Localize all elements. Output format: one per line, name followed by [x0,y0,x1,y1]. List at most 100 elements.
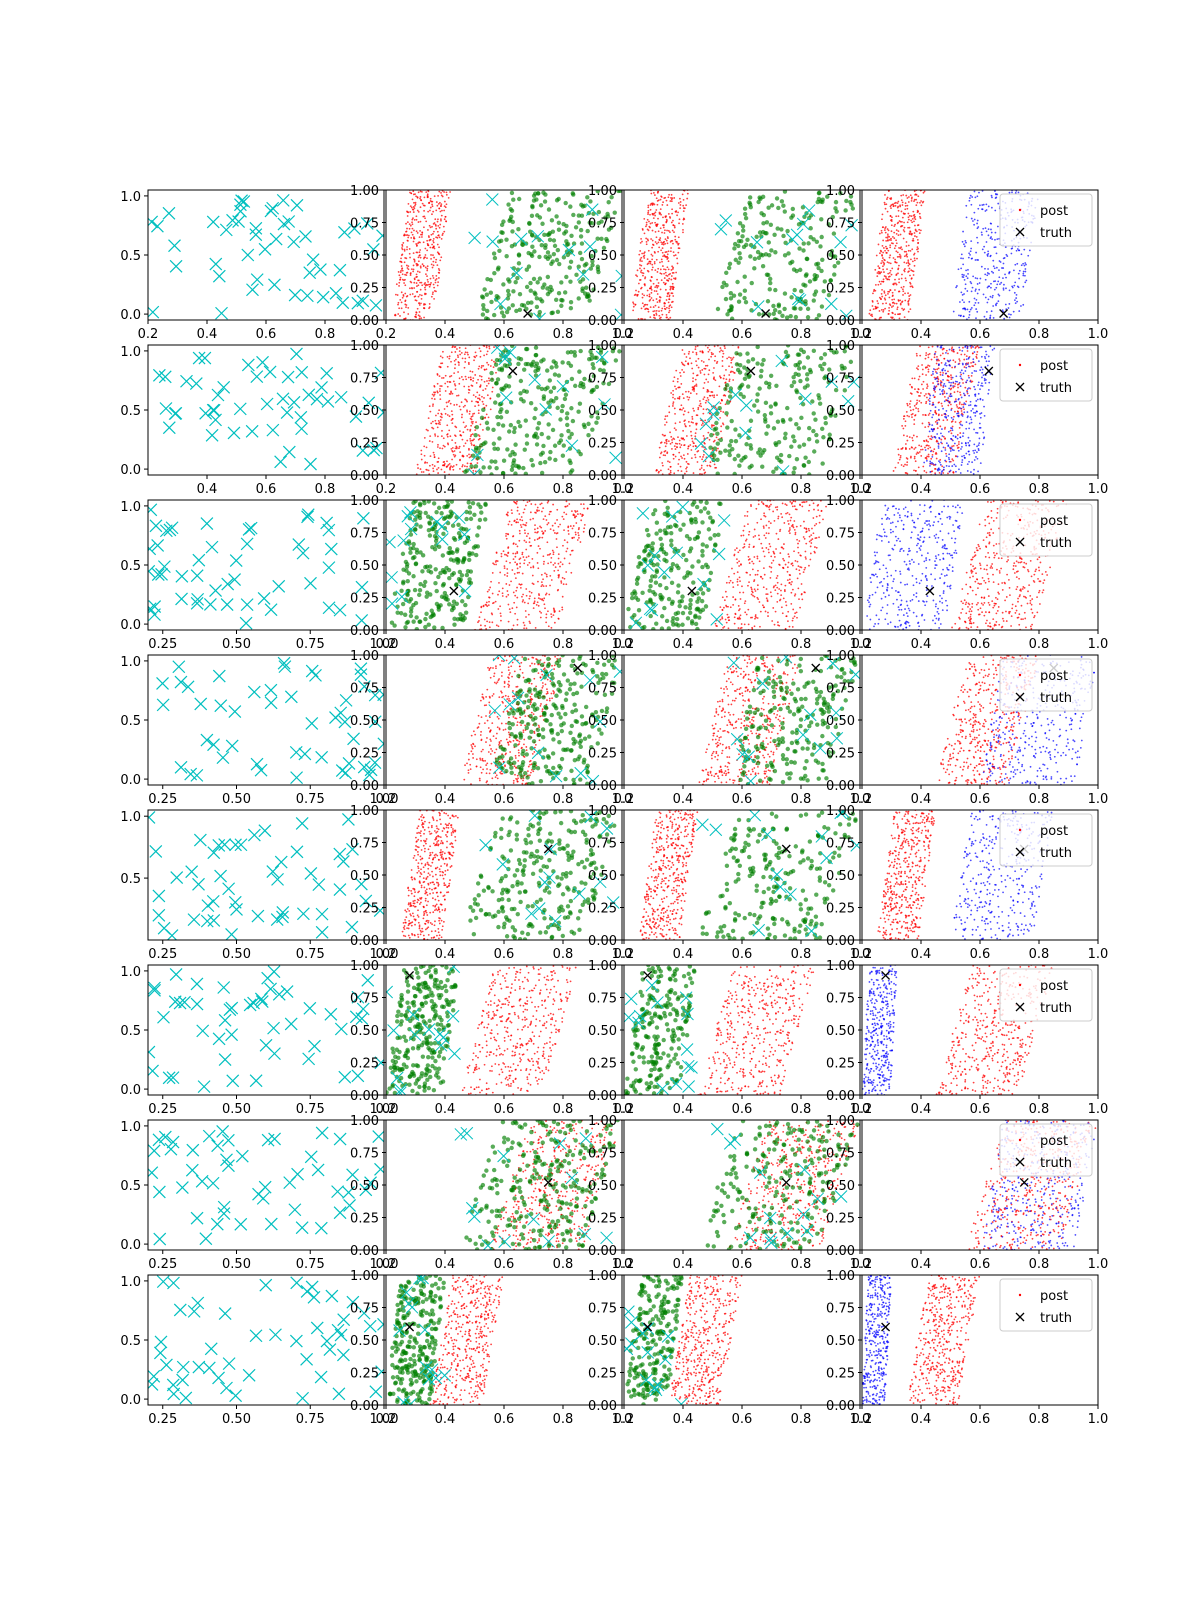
post-point-red [664,308,666,310]
post-point-red [934,391,936,393]
post-point-red [665,450,667,452]
post-point-red [889,246,891,248]
post-point-red [697,450,699,452]
post-point-green [606,200,610,204]
post-point-red [670,250,672,252]
post-point-blue [942,392,944,394]
post-point-red [416,245,418,247]
post-point-red [912,211,914,213]
post-point-green [558,417,562,421]
post-point-green [560,409,564,413]
post-point-blue [975,370,977,372]
post-point-red [932,454,934,456]
post-point-red [943,358,945,360]
post-point-green [818,364,822,368]
post-point-red [666,295,668,297]
post-point-green [788,417,792,421]
post-point-green [496,422,500,426]
post-point-red [657,271,659,273]
post-point-blue [961,253,963,255]
post-point-red [420,450,422,452]
post-point-blue [1024,265,1026,267]
post-point-green [808,279,812,283]
post-point-red [440,355,442,357]
post-point-red [911,215,913,217]
post-point-red [474,356,476,358]
post-point-blue [997,203,999,205]
post-point-green [756,250,760,254]
post-point-red [670,436,672,438]
post-point-red [407,211,409,213]
post-point-green [724,271,728,275]
post-point-red [904,292,906,294]
post-point-red [652,230,654,232]
post-point-blue [1005,304,1007,306]
post-point-red [885,252,887,254]
post-point-red [429,440,431,442]
post-point-red [666,240,668,242]
post-point-green [532,434,536,438]
post-point-red [952,420,954,422]
post-point-blue [941,347,943,349]
y-tick-label: 0.5 [120,249,141,264]
post-point-blue [962,406,964,408]
post-point-green [504,254,508,258]
post-point-blue [971,461,973,463]
post-point-red [410,237,412,239]
post-point-red [895,467,897,469]
post-point-red [879,233,881,235]
post-point-red [911,221,913,223]
post-point-red [885,294,887,296]
post-point-red [406,265,408,267]
post-point-red [441,414,443,416]
post-point-red [942,372,944,374]
post-point-red [421,236,423,238]
post-point-red [661,273,663,275]
post-point-red [895,239,897,241]
post-point-red [478,398,480,400]
post-point-blue [975,412,977,414]
post-point-red [952,460,954,462]
post-point-red [472,439,474,441]
post-point-red [905,277,907,279]
post-point-blue [971,258,973,260]
post-point-blue [1018,191,1020,193]
post-point-green [525,347,529,351]
post-point-red [668,440,670,442]
post-point-red [946,350,948,352]
post-point-red [890,219,892,221]
post-point-blue [945,352,947,354]
post-point-green [532,277,536,281]
post-point-red [446,466,448,468]
post-point-green [579,228,583,232]
post-point-red [482,401,484,403]
post-point-green [474,464,478,468]
post-point-red [425,254,427,256]
post-point-blue [1021,264,1023,266]
post-point-red [659,212,661,214]
post-point-red [667,280,669,282]
post-point-red [926,456,928,458]
post-point-green [820,304,824,308]
post-point-red [404,304,406,306]
post-point-blue [929,424,931,426]
post-point-red [449,355,451,357]
post-point-red [688,446,690,448]
post-point-green [529,363,533,367]
post-point-green [578,452,582,456]
post-point-red [655,305,657,307]
post-point-red [432,403,434,405]
post-point-red [446,203,448,205]
post-point-red [420,221,422,223]
post-point-blue [936,372,938,374]
post-point-red [887,313,889,315]
post-point-blue [995,246,997,248]
post-point-red [717,448,719,450]
post-point-green [499,415,503,419]
post-point-green [496,267,500,271]
post-point-red [900,455,902,457]
post-point-green [530,204,534,208]
post-point-blue [949,349,951,351]
post-point-red [435,228,437,230]
